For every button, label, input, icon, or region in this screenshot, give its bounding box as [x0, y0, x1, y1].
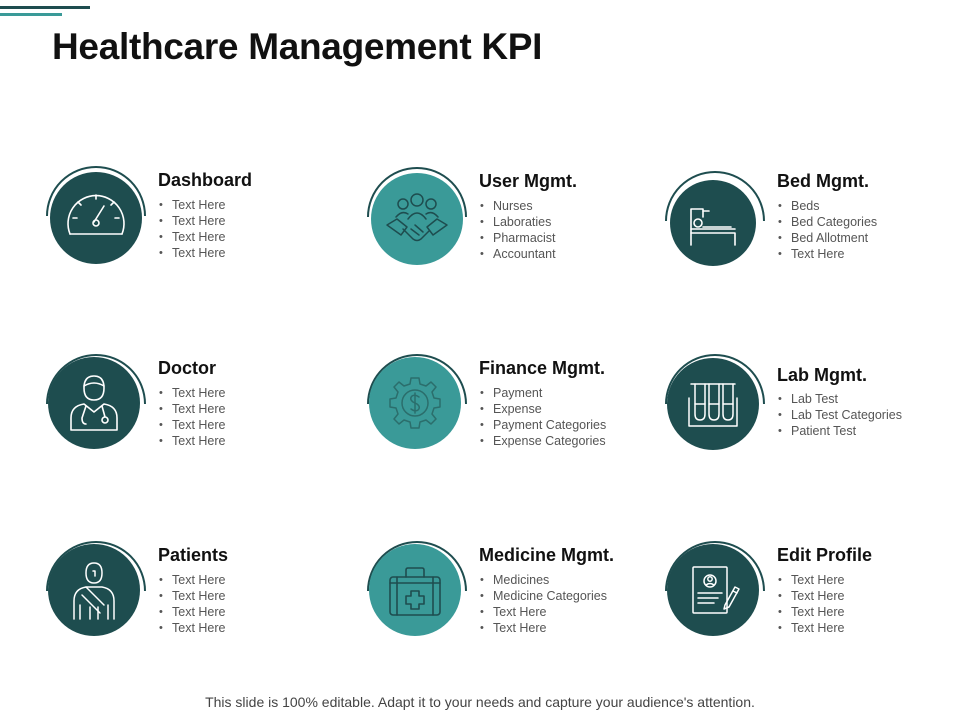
card-item-list: Text Here Text Here Text Here Text Here	[158, 197, 226, 261]
kpi-card-patients: Patients Text Here Text Here Text Here T…	[46, 541, 336, 653]
list-item: Text Here	[158, 245, 226, 261]
hospital-bed-icon	[665, 169, 765, 269]
list-item: Patient Test	[777, 423, 902, 439]
list-item: Pharmacist	[479, 230, 556, 246]
accent-bar-light	[0, 13, 62, 16]
list-item: Bed Categories	[777, 214, 877, 230]
list-item: Text Here	[158, 620, 226, 636]
kpi-card-bed-mgmt: Bed Mgmt. Beds Bed Categories Bed Allotm…	[665, 169, 955, 279]
list-item: Text Here	[158, 385, 226, 401]
list-item: Text Here	[777, 604, 845, 620]
list-item: Expense Categories	[479, 433, 606, 449]
kpi-card-finance-mgmt: Finance Mgmt. Payment Expense Payment Ca…	[367, 354, 657, 466]
list-item: Laboraties	[479, 214, 556, 230]
medical-kit-icon	[367, 541, 467, 643]
list-item: Text Here	[158, 401, 226, 417]
list-item: Beds	[777, 198, 877, 214]
kpi-card-edit-profile: Edit Profile Text Here Text Here Text He…	[665, 541, 955, 653]
card-title: Patients	[158, 545, 229, 565]
card-item-list: Payment Expense Payment Categories Expen…	[479, 385, 606, 449]
card-item-list: Text Here Text Here Text Here Text Here	[777, 572, 845, 636]
gear-dollar-icon	[367, 354, 467, 456]
list-item: Text Here	[479, 620, 607, 636]
list-item: Text Here	[158, 572, 226, 588]
list-item: Text Here	[158, 197, 226, 213]
kpi-card-medicine-mgmt: Medicine Mgmt. Medicines Medicine Catego…	[367, 541, 657, 653]
list-item: Text Here	[479, 604, 607, 620]
list-item: Nurses	[479, 198, 556, 214]
card-item-list: Nurses Laboraties Pharmacist Accountant	[479, 198, 556, 262]
card-item-list: Text Here Text Here Text Here Text Here	[158, 385, 226, 449]
speedometer-icon	[46, 166, 146, 268]
list-item: Lab Test	[777, 391, 902, 407]
card-title: Bed Mgmt.	[777, 171, 869, 191]
list-item: Text Here	[777, 620, 845, 636]
card-item-list: Lab Test Lab Test Categories Patient Tes…	[777, 391, 902, 439]
card-title: User Mgmt.	[479, 171, 578, 191]
card-item-list: Text Here Text Here Text Here Text Here	[158, 572, 226, 636]
list-item: Medicines	[479, 572, 607, 588]
accent-bar-dark	[0, 6, 90, 9]
list-item: Text Here	[158, 433, 226, 449]
list-item: Lab Test Categories	[777, 407, 902, 423]
list-item: Text Here	[158, 604, 226, 620]
card-item-list: Medicines Medicine Categories Text Here …	[479, 572, 607, 636]
list-item: Medicine Categories	[479, 588, 607, 604]
list-item: Text Here	[158, 417, 226, 433]
card-item-list: Beds Bed Categories Bed Allotment Text H…	[777, 198, 877, 262]
list-item: Expense	[479, 401, 606, 417]
card-title: Medicine Mgmt.	[479, 545, 615, 565]
card-title: Finance Mgmt.	[479, 358, 606, 378]
test-tubes-icon	[665, 354, 765, 456]
edit-profile-icon	[665, 541, 765, 643]
list-item: Bed Allotment	[777, 230, 877, 246]
kpi-card-doctor: Doctor Text Here Text Here Text Here Tex…	[46, 354, 336, 466]
handshake-team-icon	[367, 167, 467, 269]
list-item: Text Here	[777, 588, 845, 604]
patient-icon	[46, 541, 146, 643]
kpi-card-lab-mgmt: Lab Mgmt. Lab Test Lab Test Categories P…	[665, 354, 955, 466]
kpi-card-user-mgmt: User Mgmt. Nurses Laboraties Pharmacist …	[367, 167, 657, 279]
card-title: Edit Profile	[777, 545, 873, 565]
list-item: Text Here	[158, 588, 226, 604]
list-item: Text Here	[158, 229, 226, 245]
list-item: Text Here	[777, 246, 877, 262]
list-item: Text Here	[158, 213, 226, 229]
list-item: Payment Categories	[479, 417, 606, 433]
page-title: Healthcare Management KPI	[52, 26, 543, 67]
footer-note: This slide is 100% editable. Adapt it to…	[205, 694, 755, 710]
list-item: Text Here	[777, 572, 845, 588]
list-item: Accountant	[479, 246, 556, 262]
card-title: Lab Mgmt.	[777, 365, 867, 385]
kpi-card-dashboard: Dashboard Text Here Text Here Text Here …	[46, 166, 336, 278]
card-title: Dashboard	[158, 170, 253, 190]
card-title: Doctor	[158, 358, 216, 378]
list-item: Payment	[479, 385, 606, 401]
doctor-icon	[46, 354, 146, 456]
